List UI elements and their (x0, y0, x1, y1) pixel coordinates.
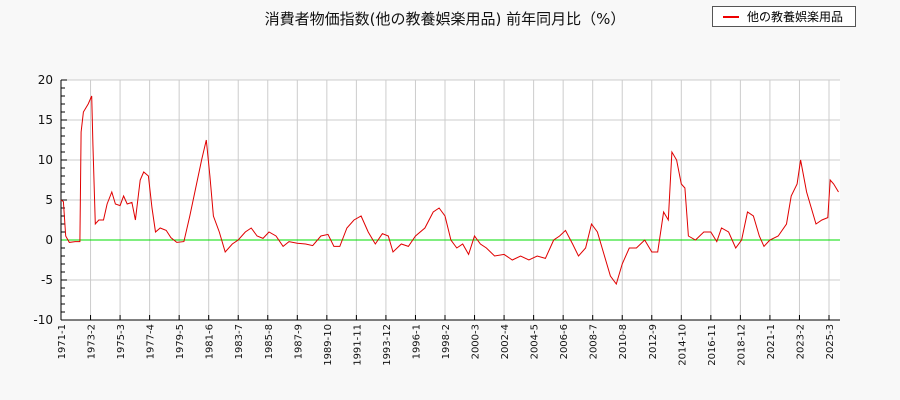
series-line (60, 95, 839, 286)
x-tick-label: 2014-10 (677, 324, 688, 366)
x-tick-label: 2002-4 (500, 324, 511, 359)
x-tick-label: 1998-2 (441, 324, 452, 359)
x-tick-label: 2012-9 (648, 324, 659, 359)
y-tick-label: 0 (45, 233, 53, 247)
x-tick-label: 1993-12 (382, 324, 393, 366)
x-tick-label: 1987-9 (293, 324, 304, 359)
x-tick-label: 1977-4 (146, 324, 157, 359)
legend-swatch-icon (723, 15, 739, 18)
x-tick-label: 2016-11 (707, 324, 718, 366)
x-tick-label: 1971-1 (57, 324, 68, 359)
x-tick-label: 2021-1 (766, 324, 777, 359)
x-tick-label: 1981-6 (205, 324, 216, 359)
x-tick-label: 2010-8 (618, 324, 629, 359)
x-tick-label: 2025-3 (825, 324, 836, 359)
x-tick-label: 2023-2 (795, 324, 806, 359)
y-tick-label: -5 (41, 273, 53, 287)
x-tick-label: 2018-12 (736, 324, 747, 366)
x-tick-label: 1983-7 (234, 324, 245, 359)
legend: 他の教養娯楽用品 (712, 6, 856, 27)
x-tick-label: 1985-8 (264, 324, 275, 359)
x-tick-label: 2000-3 (471, 324, 482, 359)
y-tick-label: -10 (33, 313, 53, 327)
x-tick-label: 2004-5 (530, 324, 541, 359)
x-tick-label: 2006-6 (559, 324, 570, 359)
y-tick-label: 10 (38, 153, 53, 167)
x-tick-label: 1996-1 (411, 324, 422, 359)
y-tick-label: 5 (45, 193, 53, 207)
legend-label: 他の教養娯楽用品 (747, 10, 844, 24)
x-tick-label: 1979-5 (175, 324, 186, 359)
x-tick-label: 1975-3 (116, 324, 127, 359)
y-tick-label: 15 (38, 113, 53, 127)
x-tick-label: 1973-2 (87, 324, 98, 359)
x-tick-label: 2008-7 (589, 324, 600, 359)
x-tick-label: 1991-11 (352, 324, 363, 366)
chart-title: 消費者物価指数(他の教養娯楽用品) 前年同月比（%） (264, 10, 626, 28)
y-tick-label: 20 (38, 73, 53, 87)
x-tick-label: 1989-10 (323, 324, 334, 366)
